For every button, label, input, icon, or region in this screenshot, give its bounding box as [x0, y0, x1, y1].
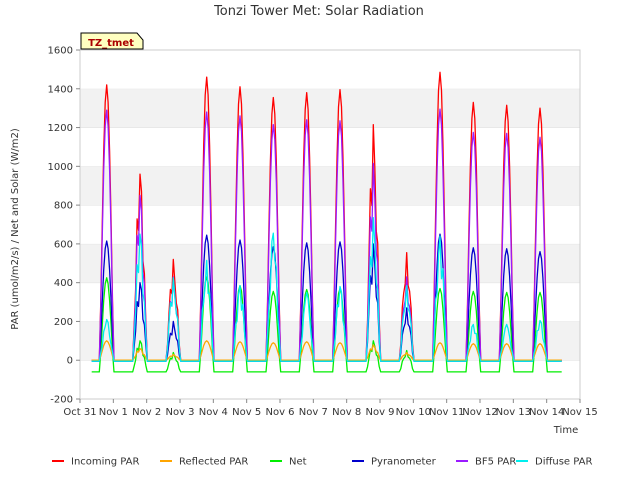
y-tick-label: 1400: [48, 84, 73, 95]
x-axis-label: Time: [553, 425, 578, 436]
x-tick-label: Nov 12: [462, 407, 497, 418]
grid-band: [80, 321, 580, 361]
legend: Incoming PAR Reflected PAR Net Pyranometer B…: [52, 457, 592, 468]
grid-band: [80, 282, 580, 322]
x-tick-label: Nov 5: [232, 407, 261, 418]
site-tag: TZ_tmet: [80, 32, 144, 50]
y-tick-label: 1000: [48, 162, 73, 173]
series-layer: [91, 71, 562, 373]
x-tick-label: Nov 14: [529, 407, 564, 418]
legend-label: Reflected PAR: [179, 457, 248, 468]
x-axis: Oct 31 Nov 1 Nov 2 Nov 3 Nov 4 Nov 5 Nov 6 Nov …: [63, 399, 598, 418]
y-tick-label: 600: [54, 239, 73, 250]
series-line: [91, 276, 562, 373]
grid-band: [80, 50, 580, 89]
grid-band: [80, 127, 580, 167]
series-line: [91, 217, 562, 362]
x-tick-label: Nov 10: [396, 407, 431, 418]
x-tick-label: Nov 8: [332, 407, 361, 418]
x-tick-label: Nov 9: [365, 407, 394, 418]
site-tag-label: TZ_tmet: [88, 38, 134, 49]
y-tick-label: 1600: [48, 46, 73, 57]
x-tick-label: Nov 4: [199, 407, 228, 418]
x-tick-label: Nov 13: [496, 407, 531, 418]
grid-band: [80, 360, 580, 399]
grid-band: [80, 166, 580, 206]
y-axis-label: PAR (umol/m2/s) / Net and Solar (W/m2): [10, 128, 21, 330]
y-tick-label: 800: [54, 201, 73, 212]
y-axis: -200 0 200 400 600 800 1000 1200 1400 1600: [48, 46, 80, 406]
legend-label: Diffuse PAR: [535, 457, 592, 468]
grid-band: [80, 243, 580, 283]
y-tick-label: 200: [54, 317, 73, 328]
y-tick-label: 1200: [48, 123, 73, 134]
site-tag-box: [80, 32, 144, 50]
grid-band: [80, 205, 580, 244]
plot-frame: [79, 49, 581, 400]
legend-label: Net: [289, 457, 307, 468]
x-tick-label: Nov 3: [165, 407, 194, 418]
x-tick-label: Nov 1: [99, 407, 128, 418]
legend-label: Incoming PAR: [71, 457, 140, 468]
grid-band: [80, 88, 580, 128]
series-line: [91, 340, 562, 361]
x-tick-label: Nov 11: [429, 407, 464, 418]
x-tick-label: Nov 15: [562, 407, 597, 418]
y-tick-label: 400: [54, 278, 73, 289]
chart-title: Tonzi Tower Met: Solar Radiation: [213, 4, 424, 19]
legend-label: BF5 PAR: [475, 457, 516, 468]
y-tick-label: -200: [50, 395, 73, 406]
y-tick-label: 0: [67, 356, 73, 367]
legend-label: Pyranometer: [371, 457, 437, 468]
x-tick-label: Nov 2: [132, 407, 161, 418]
x-tick-label: Nov 6: [265, 407, 294, 418]
x-tick-label: Nov 7: [299, 407, 328, 418]
x-tick-label: Oct 31: [63, 407, 96, 418]
grid-bands: [80, 49, 580, 399]
